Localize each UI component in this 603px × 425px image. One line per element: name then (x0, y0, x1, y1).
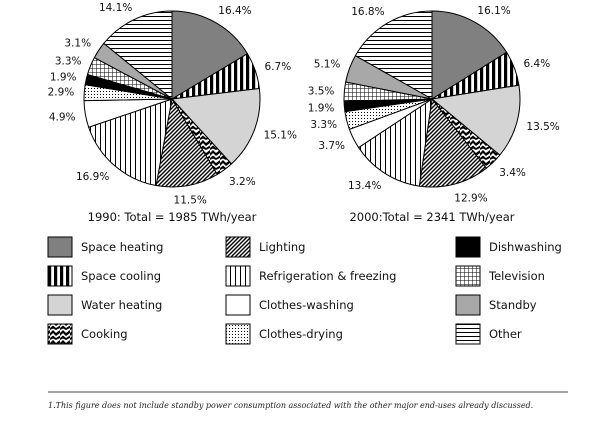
pie-2000-label-space-heating: 16.1% (477, 5, 510, 17)
legend-label-standby: Standby (489, 298, 537, 312)
legend-label-lighting: Lighting (259, 240, 305, 254)
pie-1990-slice-water-heating (170, 87, 261, 165)
legend-swatch-space-heating (47, 236, 73, 258)
legend-label-space-cooling: Space cooling (81, 269, 161, 283)
pie-1990-label-space-heating: 16.4% (218, 5, 251, 17)
pie-1990-label-dishwashing: 1.9% (50, 71, 77, 83)
legend: Space heating Space cooling Water heating C… (47, 236, 562, 345)
pie-2000-label-cooking: 3.4% (499, 167, 526, 179)
footnote: 1.This figure does not include standby p… (48, 401, 533, 410)
legend-label-refrigeration-freezing: Refrigeration & freezing (259, 269, 396, 283)
pie-2000-label-lighting: 12.9% (454, 193, 487, 205)
pie-1990: 16.4% 6.7% 15.1% 3.2% 11.5% 16.9% 4.9% 2.9% 1.9%… (48, 2, 297, 207)
legend-label-clothes-drying: Clothes-drying (259, 327, 343, 341)
pie-2000-label-space-cooling: 6.4% (524, 58, 551, 70)
legend-swatch-space-cooling (47, 265, 73, 287)
legend-swatch-clothes-drying (225, 323, 251, 345)
legend-swatch-clothes-washing (225, 294, 251, 316)
pie-1990-label-television: 3.3% (55, 56, 82, 68)
pie-1990-label-other: 14.1% (99, 2, 132, 14)
pie-1990-label-refrigeration-freezing: 16.9% (76, 171, 109, 183)
pie-2000: 16.1% 6.4% 13.5% 3.4% 12.9% 13.4% 3.7% 3.3% 1.9%… (308, 5, 560, 205)
legend-label-clothes-washing: Clothes-washing (259, 298, 354, 312)
pie-2000-slice-space-heating (431, 10, 508, 100)
pie-1990-label-standby: 3.1% (64, 38, 91, 50)
pie-2000-slice-water-heating (430, 84, 521, 156)
pie-1990-label-clothes-drying: 2.9% (48, 87, 75, 99)
pie-1990-slice-lighting (155, 97, 218, 188)
pie-2000-label-television: 3.5% (308, 85, 335, 97)
pie-2000-label-clothes-washing: 3.7% (318, 140, 345, 152)
legend-swatch-water-heating (47, 294, 73, 316)
pie-1990-caption: 1990: Total = 1985 TWh/year (88, 210, 257, 224)
legend-swatch-lighting (225, 236, 251, 258)
pie-2000-caption: 2000:Total = 2341 TWh/year (349, 210, 514, 224)
legend-label-other: Other (489, 327, 522, 341)
pie-2000-slice-lighting (418, 97, 488, 188)
pie-1990-slice-space-heating (171, 10, 249, 100)
legend-swatch-refrigeration-freezing (225, 265, 251, 287)
legend-label-dishwashing: Dishwashing (489, 240, 562, 254)
pie-1990-label-clothes-washing: 4.9% (49, 112, 76, 124)
legend-swatch-other (455, 323, 481, 345)
legend-label-television: Television (488, 269, 545, 283)
pie-2000-slice-refrigeration-freezing (357, 97, 433, 187)
pie-1990-label-space-cooling: 6.7% (265, 61, 292, 73)
legend-swatch-dishwashing (455, 236, 481, 258)
legend-swatch-standby (455, 294, 481, 316)
pie-2000-label-standby: 5.1% (314, 59, 341, 71)
legend-label-water-heating: Water heating (81, 298, 162, 312)
pie-1990-label-lighting: 11.5% (174, 194, 207, 206)
legend-label-space-heating: Space heating (81, 240, 163, 254)
legend-label-cooking: Cooking (81, 327, 128, 341)
pie-2000-slice-other (354, 10, 433, 100)
pie-2000-label-refrigeration-freezing: 13.4% (348, 180, 381, 192)
pie-2000-label-water-heating: 13.5% (526, 121, 559, 133)
legend-swatch-television (455, 265, 481, 287)
pie-1990-slice-other (103, 10, 173, 101)
pie-2000-label-dishwashing: 1.9% (308, 103, 335, 115)
pie-1990-label-water-heating: 15.1% (264, 130, 297, 142)
pie-1990-label-cooking: 3.2% (229, 176, 256, 188)
pie-2000-label-clothes-drying: 3.3% (310, 119, 337, 131)
legend-swatch-cooking (47, 323, 73, 345)
pie-2000-label-other: 16.8% (351, 6, 384, 18)
